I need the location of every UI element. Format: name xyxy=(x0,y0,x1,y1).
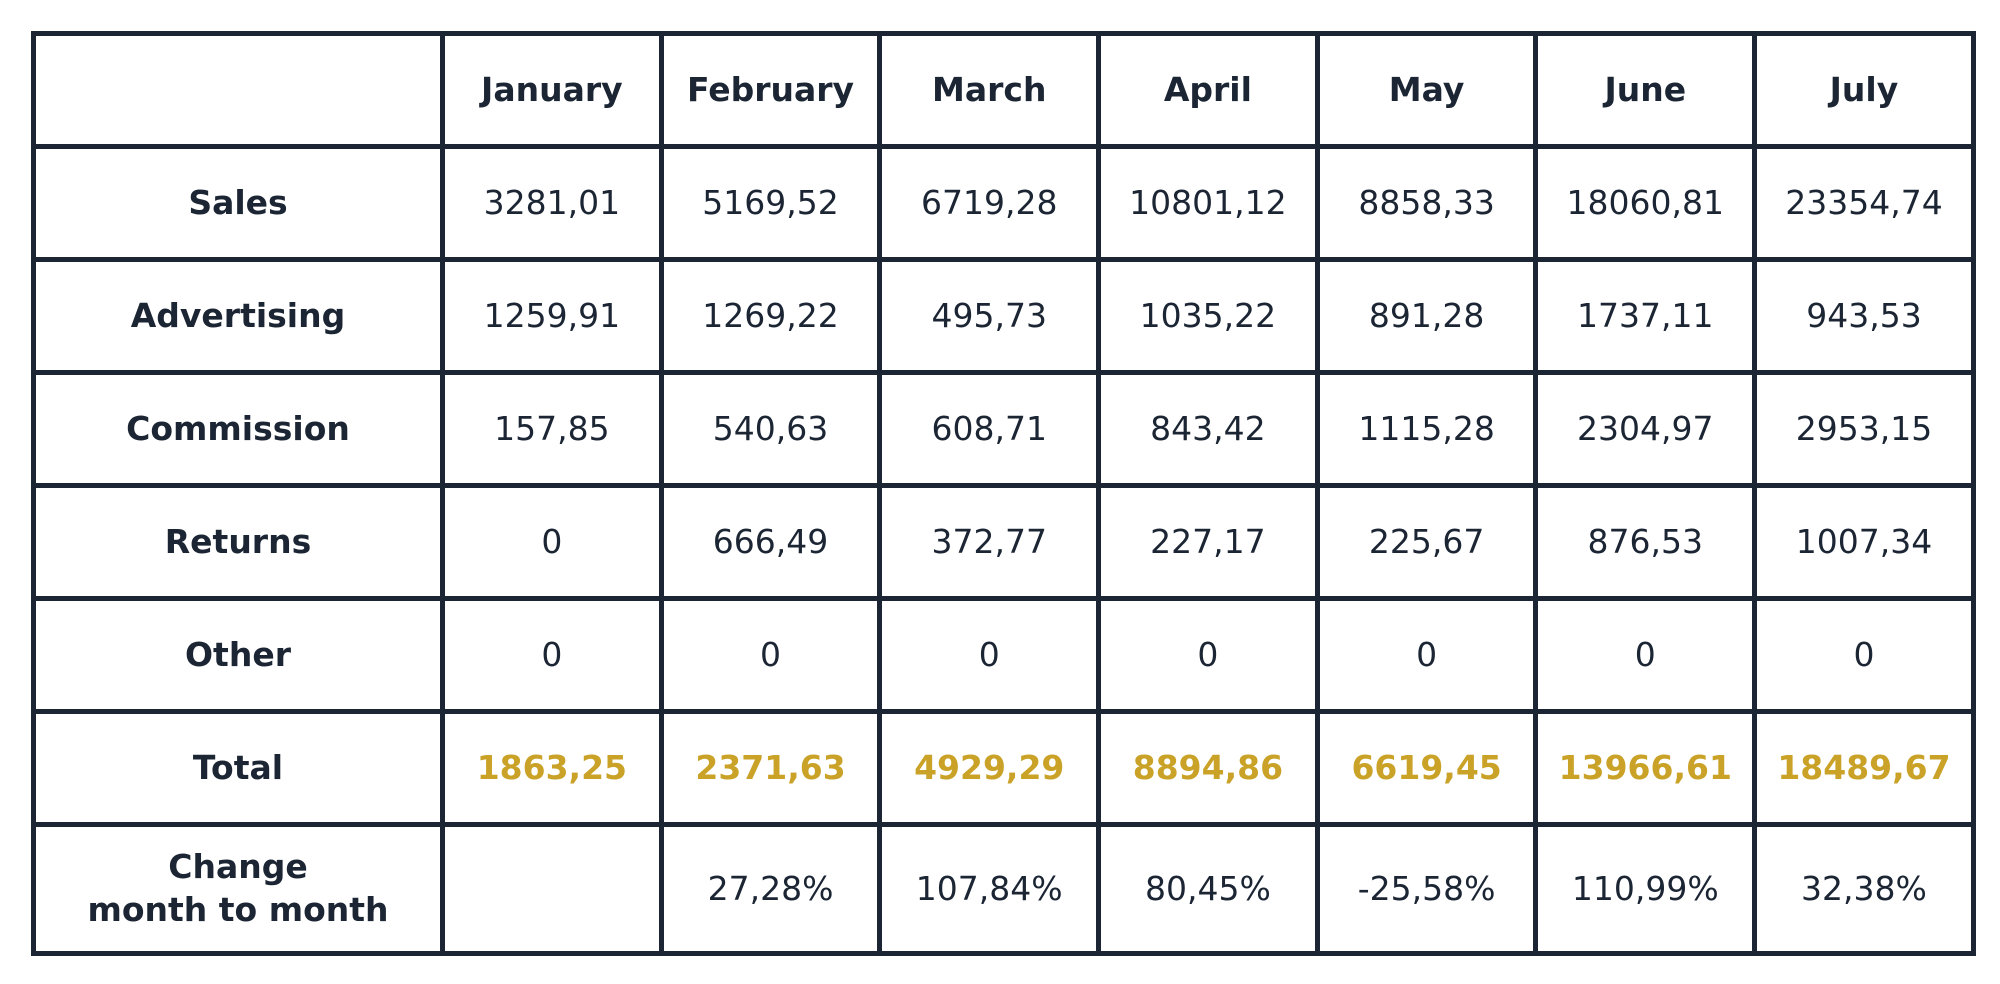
header-march: March xyxy=(877,31,1102,149)
header-corner-cell xyxy=(31,31,445,149)
cell-advertising-june: 1737,11 xyxy=(1533,257,1758,375)
header-april: April xyxy=(1096,31,1320,149)
cell-advertising-march: 495,73 xyxy=(877,257,1102,375)
row-label-total: Total xyxy=(31,709,445,827)
cell-change-april: 80,45% xyxy=(1096,822,1320,956)
cell-advertising-february: 1269,22 xyxy=(658,257,883,375)
cell-change-january xyxy=(440,822,664,956)
cell-change-march: 107,84% xyxy=(877,822,1102,956)
row-label-sales: Sales xyxy=(31,144,445,262)
cell-commission-may: 1115,28 xyxy=(1314,370,1539,488)
cell-returns-april: 227,17 xyxy=(1096,483,1320,601)
row-label-other: Other xyxy=(31,596,445,714)
row-label-change-line-2: month to month xyxy=(87,890,389,929)
cell-sales-april: 10801,12 xyxy=(1096,144,1320,262)
row-sales: Sales 3281,01 5169,52 6719,28 10801,12 8… xyxy=(31,144,1976,262)
cell-other-july: 0 xyxy=(1752,596,1976,714)
cell-sales-february: 5169,52 xyxy=(658,144,883,262)
cell-change-july: 32,38% xyxy=(1752,822,1976,956)
row-other: Other 0 0 0 0 0 0 0 xyxy=(31,596,1976,714)
cell-commission-april: 843,42 xyxy=(1096,370,1320,488)
cell-returns-february: 666,49 xyxy=(658,483,883,601)
cell-total-april: 8894,86 xyxy=(1096,709,1320,827)
cell-commission-july: 2953,15 xyxy=(1752,370,1976,488)
cell-total-february: 2371,63 xyxy=(658,709,883,827)
cell-other-february: 0 xyxy=(658,596,883,714)
cell-sales-june: 18060,81 xyxy=(1533,144,1758,262)
header-february: February xyxy=(658,31,883,149)
cell-commission-june: 2304,97 xyxy=(1533,370,1758,488)
cell-commission-february: 540,63 xyxy=(658,370,883,488)
cell-returns-january: 0 xyxy=(440,483,664,601)
cell-sales-march: 6719,28 xyxy=(877,144,1102,262)
row-total: Total 1863,25 2371,63 4929,29 8894,86 66… xyxy=(31,709,1976,827)
cell-total-january: 1863,25 xyxy=(440,709,664,827)
cell-other-january: 0 xyxy=(440,596,664,714)
header-may: May xyxy=(1314,31,1539,149)
cell-change-february: 27,28% xyxy=(658,822,883,956)
row-label-commission: Commission xyxy=(31,370,445,488)
cell-other-march: 0 xyxy=(877,596,1102,714)
row-label-returns: Returns xyxy=(31,483,445,601)
header-june: June xyxy=(1533,31,1758,149)
row-commission: Commission 157,85 540,63 608,71 843,42 1… xyxy=(31,370,1976,488)
header-july: July xyxy=(1752,31,1976,149)
cell-total-march: 4929,29 xyxy=(877,709,1102,827)
cell-commission-january: 157,85 xyxy=(440,370,664,488)
row-label-change-month-to-month: Change month to month xyxy=(31,822,445,956)
cell-sales-may: 8858,33 xyxy=(1314,144,1539,262)
financial-summary-table: January February March April May June Ju… xyxy=(31,31,1976,956)
cell-total-june: 13966,61 xyxy=(1533,709,1758,827)
cell-returns-may: 225,67 xyxy=(1314,483,1539,601)
header-january: January xyxy=(440,31,664,149)
row-change-month-to-month: Change month to month 27,28% 107,84% 80,… xyxy=(31,822,1976,956)
row-returns: Returns 0 666,49 372,77 227,17 225,67 87… xyxy=(31,483,1976,601)
cell-total-july: 18489,67 xyxy=(1752,709,1976,827)
cell-advertising-may: 891,28 xyxy=(1314,257,1539,375)
cell-returns-march: 372,77 xyxy=(877,483,1102,601)
row-advertising: Advertising 1259,91 1269,22 495,73 1035,… xyxy=(31,257,1976,375)
cell-change-june: 110,99% xyxy=(1533,822,1758,956)
cell-total-may: 6619,45 xyxy=(1314,709,1539,827)
cell-change-may: -25,58% xyxy=(1314,822,1539,956)
cell-other-april: 0 xyxy=(1096,596,1320,714)
cell-returns-july: 1007,34 xyxy=(1752,483,1976,601)
cell-other-june: 0 xyxy=(1533,596,1758,714)
header-row: January February March April May June Ju… xyxy=(31,31,1976,149)
cell-commission-march: 608,71 xyxy=(877,370,1102,488)
cell-advertising-january: 1259,91 xyxy=(440,257,664,375)
cell-other-may: 0 xyxy=(1314,596,1539,714)
cell-sales-january: 3281,01 xyxy=(440,144,664,262)
row-label-change-line-1: Change xyxy=(168,847,308,887)
cell-returns-june: 876,53 xyxy=(1533,483,1758,601)
row-label-advertising: Advertising xyxy=(31,257,445,375)
cell-advertising-july: 943,53 xyxy=(1752,257,1976,375)
cell-sales-july: 23354,74 xyxy=(1752,144,1976,262)
cell-advertising-april: 1035,22 xyxy=(1096,257,1320,375)
